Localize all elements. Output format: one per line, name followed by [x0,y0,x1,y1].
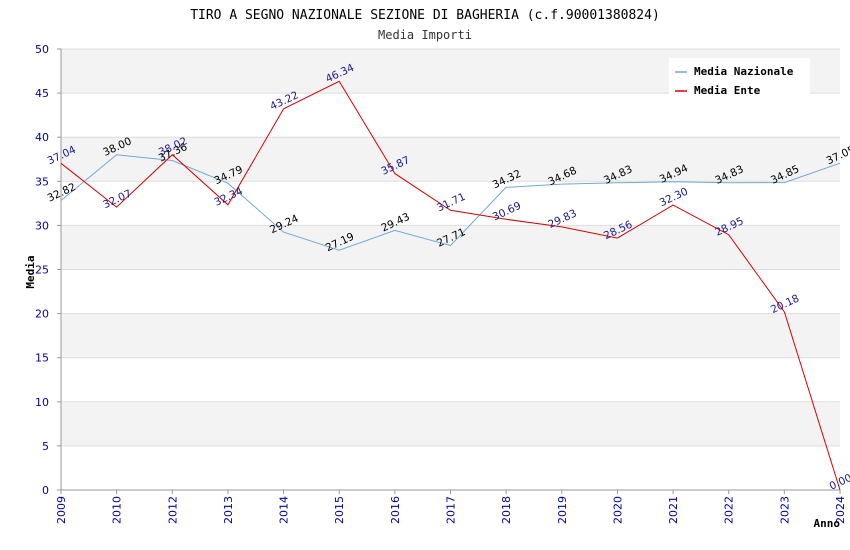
plot-band [61,357,840,402]
legend-label-media-nazionale: Media Nazionale [694,65,794,78]
plot-band [61,93,840,138]
x-tick-label: 2019 [556,496,569,524]
y-tick-label: 15 [35,352,49,365]
legend-label-media-ente: Media Ente [694,84,761,97]
x-tick-label: 2016 [389,496,402,524]
y-tick-label: 25 [35,264,49,277]
plot-band [61,445,840,490]
chart-subtitle: Media Importi [378,28,472,42]
y-tick-label: 35 [35,175,49,188]
y-axis-ticks: 0 5 10 15 20 25 30 35 40 45 50 [35,43,61,497]
x-tick-label: 2024 [834,496,847,524]
legend-box [669,58,810,100]
legend: Media Nazionale Media Ente [669,58,810,100]
x-axis-label: Anno [814,517,841,530]
x-tick-label: 2009 [55,496,68,524]
y-tick-label: 30 [35,219,49,232]
plot-band [61,137,840,182]
x-tick-label: 2022 [723,496,736,524]
x-tick-label: 2012 [166,496,179,524]
plot-band [61,181,840,226]
plot-background [61,49,840,490]
y-tick-label: 50 [35,43,49,56]
x-tick-label: 2017 [445,496,458,524]
series-line-media-ente [60,80,841,491]
x-tick-label: 2015 [333,496,346,524]
y-tick-label: 10 [35,396,49,409]
x-tick-label: 2010 [111,496,124,524]
y-tick-label: 20 [35,308,49,321]
plot-band [61,401,840,446]
plot-band [61,313,840,358]
plot-band [61,225,840,270]
y-tick-label: 40 [35,131,49,144]
x-tick-label: 2020 [611,496,624,524]
x-axis-ticks: 2009 2010 2012 2013 2014 2015 2016 2017 2018 2019… [55,490,847,524]
x-tick-label: 2023 [778,496,791,524]
y-tick-label: 0 [42,484,49,497]
x-tick-label: 2013 [222,496,235,524]
y-tick-label: 45 [35,87,49,100]
chart-title: TIRO A SEGNO NAZIONALE SEZIONE DI BAGHER… [190,8,660,23]
y-axis-label: Media [24,255,37,288]
x-tick-label: 2021 [667,496,680,524]
series-lines [60,80,841,491]
x-tick-label: 2018 [500,496,513,524]
plot-band [61,269,840,314]
series-line-media-nazionale [60,154,841,251]
y-tick-label: 5 [42,440,49,453]
x-tick-label: 2014 [278,496,291,524]
